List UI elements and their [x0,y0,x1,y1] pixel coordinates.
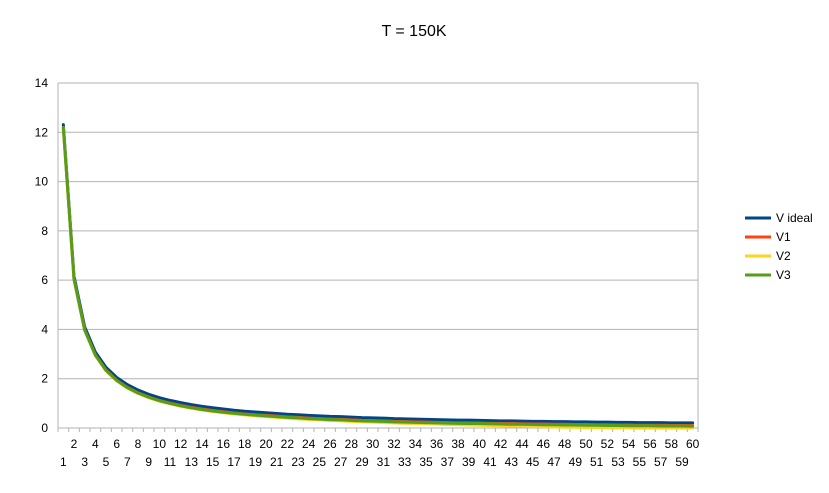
x-tick-label: 5 [103,455,110,469]
series-line-v-ideal [61,123,695,425]
x-tick-label: 41 [483,455,497,469]
x-tick-label: 8 [135,437,142,451]
x-tick-label: 16 [217,437,231,451]
axis-layer: 0246810121412345678910111213141516171819… [35,76,700,469]
x-tick-label: 48 [558,437,572,451]
x-tick-label: 10 [153,437,167,451]
x-tick-label: 39 [462,455,476,469]
y-tick-label: 4 [41,322,48,336]
legend: V ideal V1 V2 V3 [745,211,813,282]
x-tick-label: 24 [302,437,316,451]
x-tick-label: 6 [113,437,120,451]
x-tick-label: 4 [92,437,99,451]
y-tick-label: 6 [41,273,48,287]
x-tick-label: 9 [145,455,152,469]
x-tick-label: 32 [387,437,401,451]
x-tick-label: 31 [377,455,391,469]
x-tick-label: 53 [611,455,625,469]
x-tick-label: 13 [185,455,199,469]
x-tick-label: 18 [238,437,252,451]
x-tick-label: 60 [686,437,700,451]
x-tick-label: 56 [643,437,657,451]
y-tick-label: 10 [35,175,49,189]
x-tick-label: 45 [526,455,540,469]
x-tick-label: 3 [81,455,88,469]
x-tick-label: 36 [430,437,444,451]
legend-label: V ideal [776,211,813,225]
x-tick-label: 46 [537,437,551,451]
x-tick-label: 1 [60,455,67,469]
x-tick-label: 20 [259,437,273,451]
y-tick-label: 8 [41,224,48,238]
x-tick-label: 51 [590,455,604,469]
x-tick-label: 50 [579,437,593,451]
x-tick-label: 52 [601,437,615,451]
x-tick-label: 37 [441,455,455,469]
x-tick-label: 17 [227,455,241,469]
x-tick-label: 58 [665,437,679,451]
legend-label: V3 [776,268,791,282]
x-tick-label: 27 [334,455,348,469]
x-tick-label: 25 [313,455,327,469]
x-tick-label: 22 [281,437,295,451]
series-layer [61,123,695,430]
x-tick-label: 59 [675,455,689,469]
x-tick-label: 38 [451,437,465,451]
x-tick-label: 55 [633,455,647,469]
x-tick-label: 57 [654,455,668,469]
x-tick-label: 33 [398,455,412,469]
x-tick-label: 30 [366,437,380,451]
x-tick-label: 43 [505,455,519,469]
x-tick-label: 28 [345,437,359,451]
x-tick-label: 15 [206,455,220,469]
x-tick-label: 11 [164,455,177,469]
x-tick-label: 54 [622,437,636,451]
y-tick-label: 14 [35,76,49,90]
x-tick-label: 2 [71,437,78,451]
series-line-v1 [61,125,695,428]
x-tick-label: 34 [409,437,423,451]
x-tick-label: 29 [355,455,369,469]
series-line-v2 [61,126,695,430]
x-tick-label: 35 [419,455,433,469]
legend-label: V1 [776,230,791,244]
x-tick-label: 42 [494,437,508,451]
y-tick-label: 12 [35,125,49,139]
x-tick-label: 40 [473,437,487,451]
x-tick-label: 26 [323,437,337,451]
x-tick-label: 14 [195,437,209,451]
legend-label: V2 [776,249,791,263]
x-tick-label: 47 [547,455,561,469]
y-tick-label: 2 [41,372,48,386]
chart-title: T = 150K [381,23,446,40]
x-tick-label: 12 [174,437,188,451]
x-tick-label: 21 [270,455,284,469]
x-tick-label: 23 [291,455,305,469]
series-line-v3 [61,126,695,428]
x-tick-label: 7 [124,455,131,469]
x-tick-label: 44 [515,437,529,451]
x-tick-label: 19 [249,455,263,469]
y-tick-label: 0 [41,421,48,435]
grid-layer [57,82,699,429]
x-tick-label: 49 [569,455,583,469]
